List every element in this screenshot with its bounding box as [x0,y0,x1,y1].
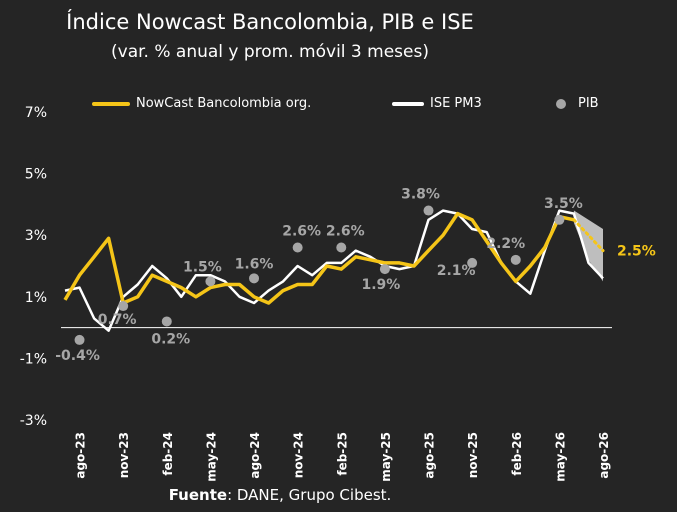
legend-item-nowcast: NowCast Bancolombia org. [92,96,311,111]
pib-point [118,301,129,312]
pib-point-label: 2.6% [282,224,321,240]
pib-point [205,276,216,287]
y-tick-label: -3% [20,413,47,429]
x-tick-label: feb-25 [335,432,349,476]
legend-swatch-pib [556,98,566,109]
pib-point-label: -0.4% [55,348,100,364]
pib-point [74,334,85,345]
series-line-nowcast [63,211,575,305]
pib-point-label: 3.5% [544,196,583,212]
source-label: Fuente [168,486,228,504]
pib-point [336,242,347,253]
pib-point [423,205,434,216]
pib-point [249,273,260,284]
pib-point-label: 2.6% [326,224,365,240]
x-tick-label: nov-25 [466,432,480,478]
x-tick-label: ago-25 [423,432,437,479]
pib-point [379,264,390,275]
pib-point-label: 3.8% [401,187,440,203]
pib-point [161,316,172,327]
series-line-nowcast-forecast [572,218,605,253]
y-tick-label: 5% [25,167,47,183]
chart-source: Fuente: DANE, Grupo Cibest. [0,486,560,504]
pib-point-label: 2.2% [486,236,525,252]
x-tick-label: ago-26 [597,432,611,479]
legend-swatch-nowcast [92,101,130,106]
x-tick-label: feb-26 [510,432,524,476]
pib-point [554,214,565,225]
pib-point-label: 0.2% [151,331,190,347]
pib-point-label: 1.6% [235,256,274,272]
x-tick-label: ago-24 [248,432,262,479]
x-tick-label: may-26 [553,432,567,482]
legend-item-ise: ISE PM3 [392,96,482,111]
x-tick-label: may-25 [379,432,393,482]
pib-point-label: 1.5% [183,259,222,275]
pib-point-label: 1.9% [361,277,400,293]
chart-title: Índice Nowcast Bancolombia, PIB e ISE [66,10,474,34]
pib-point [292,242,303,253]
chart-subtitle: (var. % anual y prom. móvil 3 meses) [111,42,429,62]
x-tick-label: may-24 [204,432,218,482]
pib-point-label: 2.1% [437,263,476,279]
legend-label-nowcast: NowCast Bancolombia org. [136,96,312,111]
y-tick-label: 1% [25,290,47,306]
legend-swatch-ise [392,101,424,106]
y-tick-label: 3% [25,228,47,244]
legend-label-pib: PIB [578,96,599,111]
y-tick-label: -1% [20,351,47,367]
x-tick-label: nov-23 [117,432,131,478]
forecast-label: 2.5% [617,244,656,260]
pib-point [467,257,478,268]
source-text: : DANE, Grupo Cibest. [227,486,392,504]
x-tick-label: feb-24 [161,432,175,476]
x-tick-label: nov-24 [292,432,306,478]
x-tick-label: ago-23 [74,432,88,479]
y-tick-label: 7% [25,105,47,121]
legend-item-pib: PIB [556,96,599,111]
pib-point [510,254,521,265]
legend-label-ise: ISE PM3 [430,96,482,111]
pib-point-label: 0.7% [98,312,137,328]
